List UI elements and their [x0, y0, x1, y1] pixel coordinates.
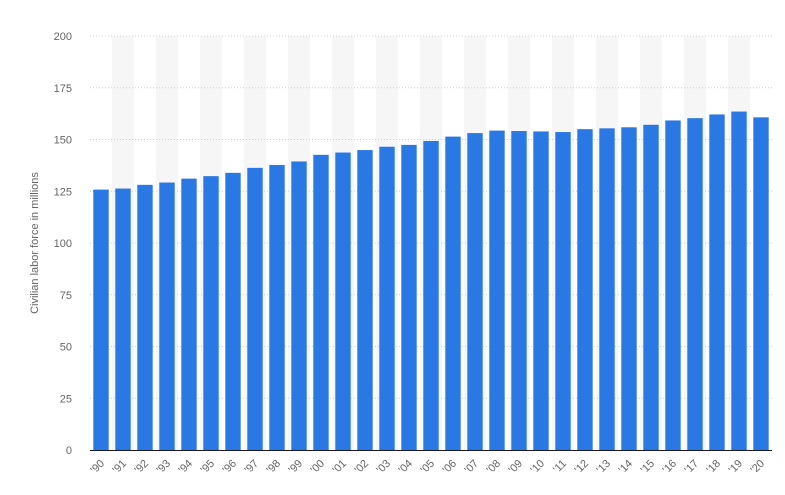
x-tick-label-23: '13 — [594, 458, 613, 477]
y-tick-label-0: 0 — [66, 445, 72, 457]
bar-7[interactable] — [247, 167, 263, 450]
x-tick-label-21: '11 — [551, 458, 569, 476]
bar-19[interactable] — [511, 131, 527, 450]
x-tick-label-4: '94 — [176, 458, 195, 477]
y-tick-label-200: 200 — [54, 31, 72, 43]
bar-16[interactable] — [445, 136, 461, 451]
bar-5[interactable] — [203, 176, 219, 451]
x-axis-tick-labels: '90'91'92'93'94'95'96'97'98'99'00'01'02 '… — [88, 458, 767, 477]
x-tick-label-25: '15 — [638, 458, 657, 477]
bar-0[interactable] — [93, 189, 109, 450]
bar-21[interactable] — [555, 132, 571, 450]
y-axis-title: Civilian labor force in millions — [29, 172, 41, 314]
x-tick-label-0: '90 — [88, 458, 107, 477]
x-tick-label-22: '12 — [572, 458, 591, 477]
x-tick-label-11: '01 — [330, 458, 349, 477]
x-tick-label-9: '99 — [286, 458, 305, 477]
bar-25[interactable] — [643, 124, 659, 450]
bar-8[interactable] — [269, 164, 285, 450]
bar-10[interactable] — [313, 154, 329, 450]
x-tick-label-3: '93 — [154, 458, 173, 477]
bars — [93, 111, 769, 451]
x-tick-label-8: '98 — [264, 458, 283, 477]
bar-17[interactable] — [467, 133, 483, 450]
bar-4[interactable] — [181, 178, 197, 451]
bar-23[interactable] — [599, 128, 615, 450]
bar-9[interactable] — [291, 161, 307, 450]
y-tick-label-100: 100 — [54, 238, 72, 250]
x-tick-label-27: '17 — [682, 458, 701, 477]
bar-15[interactable] — [423, 140, 439, 450]
x-tick-label-19: '09 — [506, 458, 525, 477]
bar-27[interactable] — [687, 118, 703, 450]
y-tick-label-75: 75 — [60, 290, 72, 302]
bar-26[interactable] — [665, 120, 681, 451]
x-tick-label-16: '06 — [440, 458, 459, 477]
bar-20[interactable] — [533, 131, 549, 450]
x-tick-label-30: '20 — [748, 458, 767, 477]
bar-6[interactable] — [225, 172, 241, 450]
y-tick-label-25: 25 — [60, 393, 72, 405]
bar-22[interactable] — [577, 129, 593, 450]
bar-18[interactable] — [489, 130, 505, 450]
bar-24[interactable] — [621, 127, 637, 451]
bar-13[interactable] — [379, 146, 395, 450]
x-tick-label-14: '04 — [396, 458, 415, 477]
x-tick-label-26: '16 — [660, 458, 679, 477]
x-tick-label-20: '10 — [528, 458, 547, 477]
y-tick-label-125: 125 — [54, 186, 72, 198]
bar-14[interactable] — [401, 144, 417, 450]
y-axis-tick-labels: 0 25 50 75 100 125 150 175 200 — [54, 31, 72, 457]
bar-11[interactable] — [335, 152, 351, 450]
x-tick-label-6: '96 — [220, 458, 239, 477]
bar-2[interactable] — [137, 184, 153, 450]
bar-29[interactable] — [731, 111, 747, 451]
x-tick-label-1: '91 — [110, 458, 129, 477]
bar-1[interactable] — [115, 188, 131, 450]
x-tick-label-24: '14 — [616, 458, 635, 477]
x-tick-label-18: '08 — [484, 458, 503, 477]
bar-28[interactable] — [709, 114, 725, 450]
x-tick-label-2: '92 — [132, 458, 151, 477]
y-tick-label-175: 175 — [54, 83, 72, 95]
x-tick-label-29: '19 — [726, 458, 745, 477]
x-tick-label-5: '95 — [198, 458, 217, 477]
x-tick-label-15: '05 — [418, 458, 437, 477]
bar-12[interactable] — [357, 150, 373, 450]
x-tick-label-28: '18 — [704, 458, 723, 477]
y-tick-label-150: 150 — [54, 135, 72, 147]
bar-3[interactable] — [159, 182, 175, 450]
x-tick-label-7: '97 — [242, 458, 261, 477]
bar-30[interactable] — [753, 117, 769, 450]
x-tick-label-13: '03 — [374, 458, 393, 477]
x-tick-label-12: '02 — [352, 458, 371, 477]
x-tick-label-10: '00 — [308, 458, 327, 477]
y-tick-label-50: 50 — [60, 342, 72, 354]
x-tick-label-17: '07 — [462, 458, 481, 477]
